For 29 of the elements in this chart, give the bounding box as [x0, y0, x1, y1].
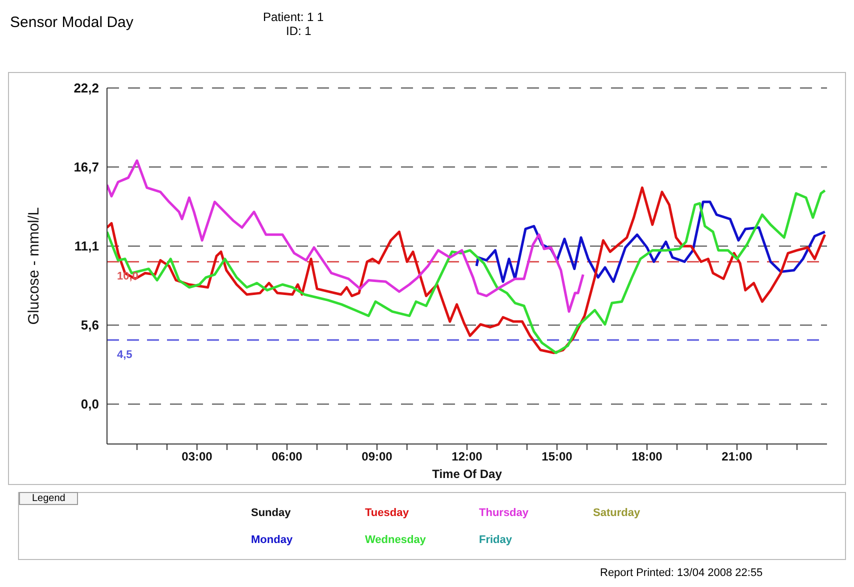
text: Tuesday: [365, 507, 409, 519]
x-tick-label: 06:00: [272, 450, 303, 464]
line-series: [107, 159, 584, 313]
text: ID: 1: [286, 24, 312, 38]
y-tick-label: 22,2: [74, 80, 99, 96]
line-series: [475, 200, 826, 283]
legend-label: Friday: [479, 534, 512, 546]
text: Monday: [251, 534, 293, 546]
x-tick-label: 18:00: [632, 450, 663, 464]
x-tick-label: 15:00: [542, 450, 573, 464]
text: Thursday: [479, 507, 529, 519]
y-tick-label: 11,1: [74, 238, 99, 254]
legend-label: Sunday: [251, 507, 291, 519]
text: Patient: 1 1: [263, 10, 324, 24]
ref-line-label: 4,5: [117, 348, 132, 361]
y-axis-title: Glucose - mmol/L: [25, 207, 42, 325]
x-axis-title: Time Of Day: [432, 467, 502, 481]
y-tick-label: 5,6: [80, 318, 99, 333]
text: Report Printed: 13/04 2008 22:55: [600, 567, 763, 579]
y-tick-label: 0,0: [80, 396, 99, 412]
x-tick-label: 03:00: [182, 450, 213, 464]
x-tick-label: 09:00: [362, 450, 393, 464]
chart-title: Sensor Modal Day: [10, 14, 134, 31]
legend-label: Saturday: [593, 507, 640, 519]
x-tick-label: 12:00: [452, 450, 483, 464]
legend-title: Legend: [19, 492, 78, 505]
text: Wednesday: [365, 534, 426, 546]
y-tick-label: 16,7: [74, 160, 99, 175]
x-tick-label: 21:00: [722, 450, 753, 464]
